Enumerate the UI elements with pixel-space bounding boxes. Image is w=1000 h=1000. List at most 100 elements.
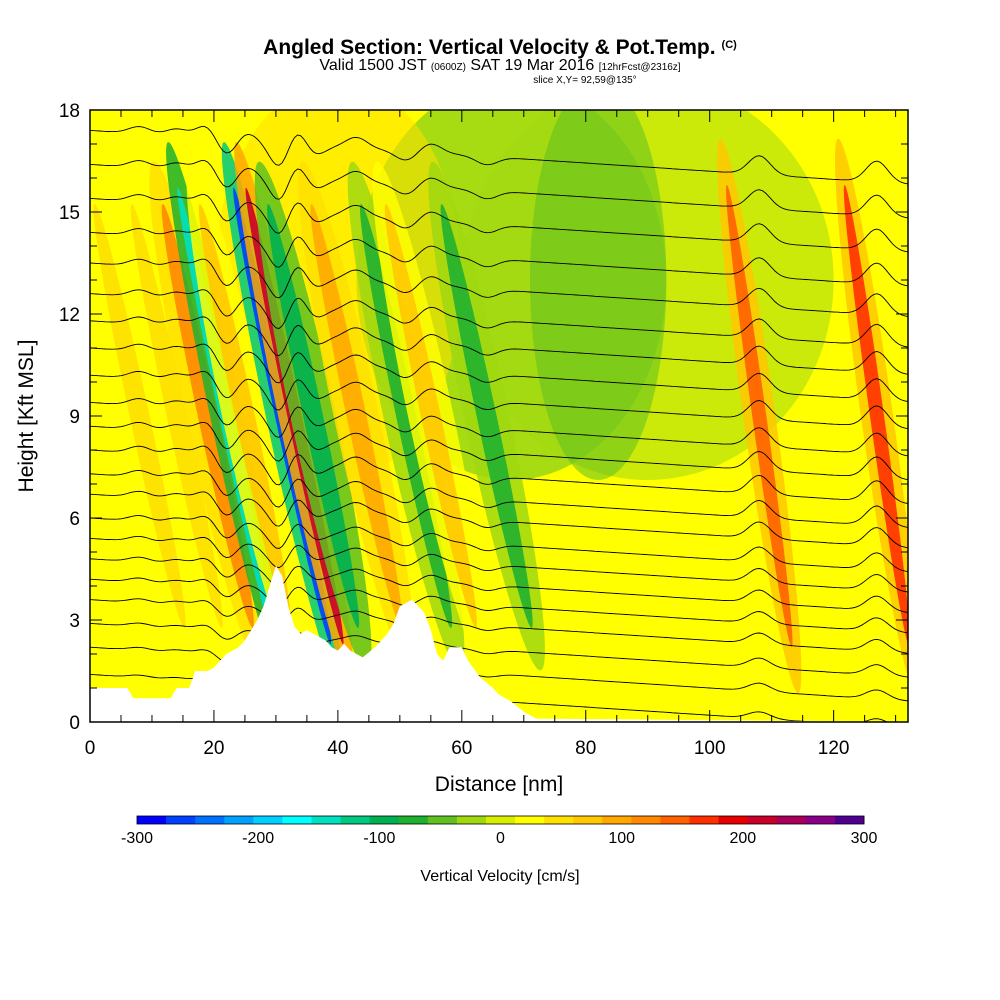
velocity-feature-core <box>161 204 254 628</box>
colorbar-segment <box>166 816 196 824</box>
x-tick-label: 60 <box>451 738 472 759</box>
isentrope-line <box>90 622 908 678</box>
colorbar-segment <box>369 816 400 824</box>
isentrope-line <box>90 343 908 402</box>
colorbar-segment <box>602 816 632 824</box>
colorbar-segment <box>340 816 371 824</box>
velocity-feature-core <box>130 204 223 628</box>
terrain-mask <box>90 565 908 722</box>
y-axis: 0 3 6 9 12 15 18 <box>59 101 908 734</box>
isentrope-line <box>90 370 908 430</box>
colorbar: -300 -200 -100 0 100 200 300 <box>121 815 878 847</box>
velocity-feature-core <box>440 204 533 628</box>
colorbar-segment <box>689 816 720 824</box>
colorbar-tick-label: -300 <box>121 830 153 847</box>
x-tick-label: 80 <box>575 738 596 759</box>
slice-info: slice X,Y= 92,59@135° <box>533 75 637 86</box>
x-tick-label: 40 <box>327 738 348 759</box>
valid-prefix: Valid 1500 JST <box>319 57 427 74</box>
valid-utc: (0600Z) <box>430 62 466 73</box>
isentrope-line <box>90 289 908 348</box>
colorbar-segment <box>311 816 342 824</box>
chart-title: Angled Section: Vertical Velocity & Pot.… <box>263 36 716 59</box>
chart-title-line: Angled Section: Vertical Velocity & Pot.… <box>0 36 1000 60</box>
colorbar-title: Vertical Velocity [cm/s] <box>420 868 579 885</box>
isentrope-line <box>90 490 908 549</box>
colorbar-segment <box>805 816 836 824</box>
colorbar-segment <box>195 816 225 824</box>
colorbar-segment <box>834 816 865 824</box>
colorbar-segment <box>776 816 807 824</box>
colorbar-segment <box>747 816 778 824</box>
x-axis-title: Distance [nm] <box>435 773 563 796</box>
y-tick-label: 18 <box>59 101 80 122</box>
velocity-feature <box>186 161 304 671</box>
velocity-feature-core <box>843 184 908 648</box>
valid-time-line: Valid 1500 JST (0600Z) SAT 19 Mar 2016 [… <box>0 58 1000 76</box>
forecast-info: [12hrFcst@2316z] <box>598 62 681 73</box>
velocity-feature <box>118 161 236 671</box>
x-tick-label: 20 <box>203 738 224 759</box>
isentrope-line <box>90 194 908 253</box>
isentrope-line <box>90 577 908 634</box>
velocity-shading <box>90 110 908 694</box>
isentrope-line <box>90 470 908 528</box>
colorbar-frame <box>136 815 865 825</box>
isentrope-line <box>90 535 908 593</box>
velocity-feature <box>428 161 545 671</box>
colorbar-segment <box>660 816 691 824</box>
colorbar-tick-label: 200 <box>729 830 756 847</box>
isentrope-line <box>90 228 908 287</box>
y-tick-label: 9 <box>69 407 80 428</box>
y-tick-label: 15 <box>59 203 80 224</box>
x-tick-label: 120 <box>818 738 850 759</box>
colorbar-tick-label: 300 <box>851 830 878 847</box>
velocity-feature <box>149 161 267 671</box>
colorbar-segment <box>573 816 603 824</box>
colorbar-segment <box>631 816 661 824</box>
isentrope-line <box>90 316 908 375</box>
valid-date: SAT 19 Mar 2016 <box>470 57 595 74</box>
y-tick-label: 0 <box>69 713 80 734</box>
copyright-mark: (C) <box>721 39 737 51</box>
y-tick-label: 3 <box>69 611 80 632</box>
colorbar-segment <box>485 816 516 824</box>
velocity-feature-core <box>198 204 291 628</box>
colorbar-segment <box>515 816 545 824</box>
colorbar-segment <box>427 816 458 824</box>
colorbar-segment <box>282 816 312 824</box>
velocity-feature <box>834 138 908 694</box>
isentrope-line <box>90 160 908 219</box>
y-tick-label: 6 <box>69 509 80 530</box>
colorbar-segment <box>456 816 487 824</box>
colorbar-segment <box>718 816 749 824</box>
x-tick-label: 100 <box>694 738 726 759</box>
velocity-feature <box>347 161 465 671</box>
colorbar-tick-label: -200 <box>242 830 274 847</box>
isentrope-line <box>90 515 908 573</box>
isentrope-line <box>90 258 908 317</box>
velocity-feature-core <box>93 204 186 628</box>
velocity-feature-core <box>359 204 453 628</box>
title-block: Angled Section: Vertical Velocity & Pot.… <box>0 36 1000 86</box>
x-tick-label: 0 <box>85 738 96 759</box>
isentrope-line <box>90 126 908 185</box>
colorbar-tick-label: -100 <box>363 830 395 847</box>
colorbar-segment <box>253 816 283 824</box>
velocity-band <box>530 110 667 480</box>
isentrope-line <box>90 556 908 613</box>
velocity-feature <box>90 161 198 671</box>
colorbar-segment <box>224 816 254 824</box>
isentrope-line <box>90 398 908 457</box>
colorbar-tick-label: 0 <box>496 830 505 847</box>
y-tick-label: 12 <box>59 305 80 326</box>
y-axis-title: Height [Kft MSL] <box>15 340 38 493</box>
colorbar-segment <box>137 816 167 824</box>
x-axis: 0 20 40 60 80 100 120 <box>85 110 897 759</box>
isentrope-line <box>90 445 908 504</box>
colorbar-segment <box>398 816 429 824</box>
colorbar-segment <box>544 816 574 824</box>
colorbar-tick-label: 100 <box>608 830 635 847</box>
isentrope-line <box>90 598 908 654</box>
